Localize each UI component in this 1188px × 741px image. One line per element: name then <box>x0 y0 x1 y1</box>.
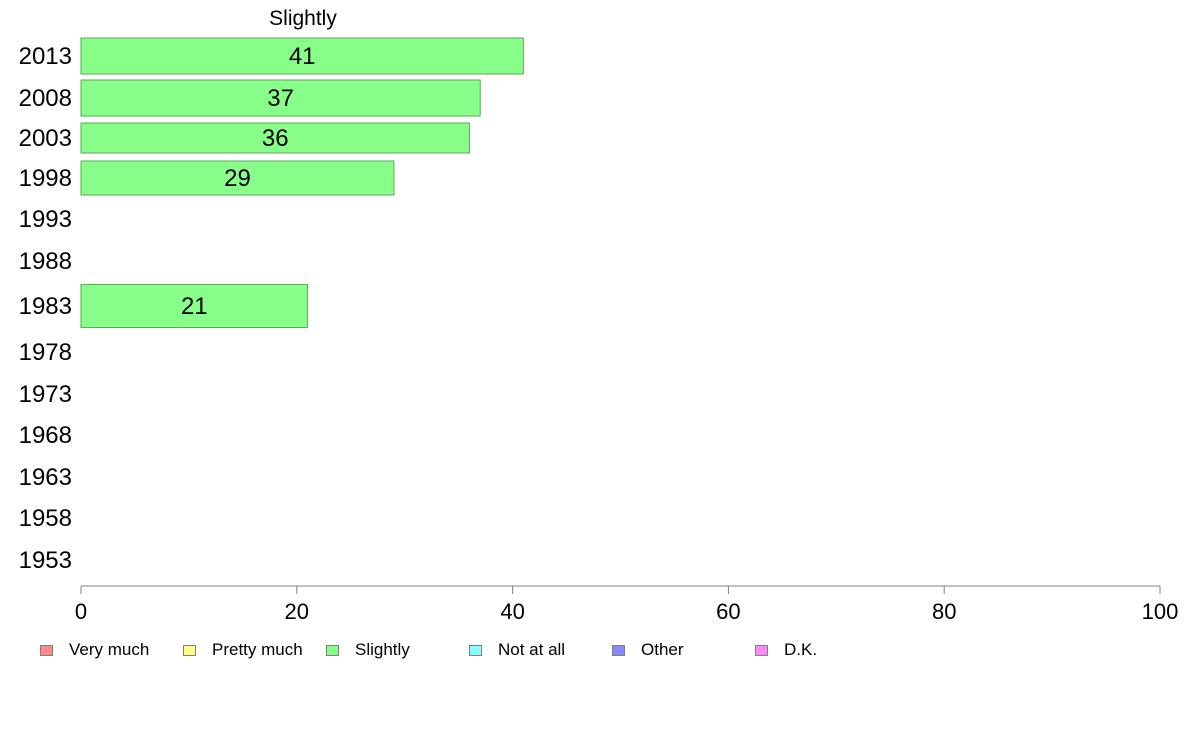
y-tick-label: 1958 <box>19 505 72 532</box>
legend: Very much Pretty much Slightly Not at all Ot… <box>40 640 840 660</box>
bar <box>80 122 470 154</box>
legend-item: Slightly <box>326 640 410 660</box>
x-tick-label: 20 <box>285 599 309 624</box>
legend-swatch <box>612 644 625 656</box>
y-tick-label: 1978 <box>19 339 72 366</box>
legend-swatch <box>40 644 53 656</box>
x-tick-label: 80 <box>932 599 956 624</box>
bar <box>80 284 309 328</box>
legend-label: D.K. <box>784 640 818 659</box>
x-tick-label: 60 <box>716 599 740 624</box>
y-tick-label: 1988 <box>19 248 72 275</box>
bar-value-label: 41 <box>289 43 316 70</box>
x-tick-label: 0 <box>75 599 87 624</box>
bar-value-label: 36 <box>262 125 289 152</box>
bar <box>80 79 481 117</box>
bar-value-label: 29 <box>224 165 251 192</box>
legend-swatch <box>755 644 768 656</box>
bar-value-label: 37 <box>267 85 294 112</box>
x-tick-label: 40 <box>500 599 524 624</box>
bar <box>80 37 524 75</box>
legend-item: Not at all <box>469 640 565 660</box>
legend-label: Very much <box>69 640 150 659</box>
y-tick-label: 2003 <box>19 125 72 152</box>
y-tick-label: 1953 <box>19 547 72 574</box>
x-axis: 0 20 40 60 80 100 <box>75 585 1179 624</box>
legend-label: Other <box>641 640 684 659</box>
x-tick-label: 100 <box>1142 599 1179 624</box>
legend-swatch <box>183 644 196 656</box>
legend-label: Slightly <box>355 640 410 659</box>
legend-item: D.K. <box>755 640 817 660</box>
y-axis-labels: 2013 2008 2003 1998 1993 1988 1983 1978 1973 1968… <box>19 43 72 574</box>
y-tick-label: 1983 <box>19 293 72 320</box>
bar-value-label: 21 <box>181 293 208 320</box>
legend-swatch <box>326 644 339 656</box>
legend-item: Other <box>612 640 684 660</box>
y-tick-label: 1963 <box>19 464 72 491</box>
legend-label: Pretty much <box>212 640 303 659</box>
y-tick-label: 1998 <box>19 165 72 192</box>
y-tick-label: 2013 <box>19 43 72 70</box>
y-tick-label: 1973 <box>19 381 72 408</box>
legend-swatch <box>469 644 482 656</box>
bar <box>80 160 395 196</box>
y-tick-label: 1968 <box>19 422 72 449</box>
legend-item: Pretty much <box>183 640 303 660</box>
legend-label: Not at all <box>498 640 566 659</box>
legend-item: Very much <box>40 640 149 660</box>
y-tick-label: 2008 <box>19 85 72 112</box>
chart-title: Slightly <box>269 7 337 30</box>
bars-layer: 41 37 36 29 21 <box>80 37 524 328</box>
y-tick-label: 1993 <box>19 206 72 233</box>
